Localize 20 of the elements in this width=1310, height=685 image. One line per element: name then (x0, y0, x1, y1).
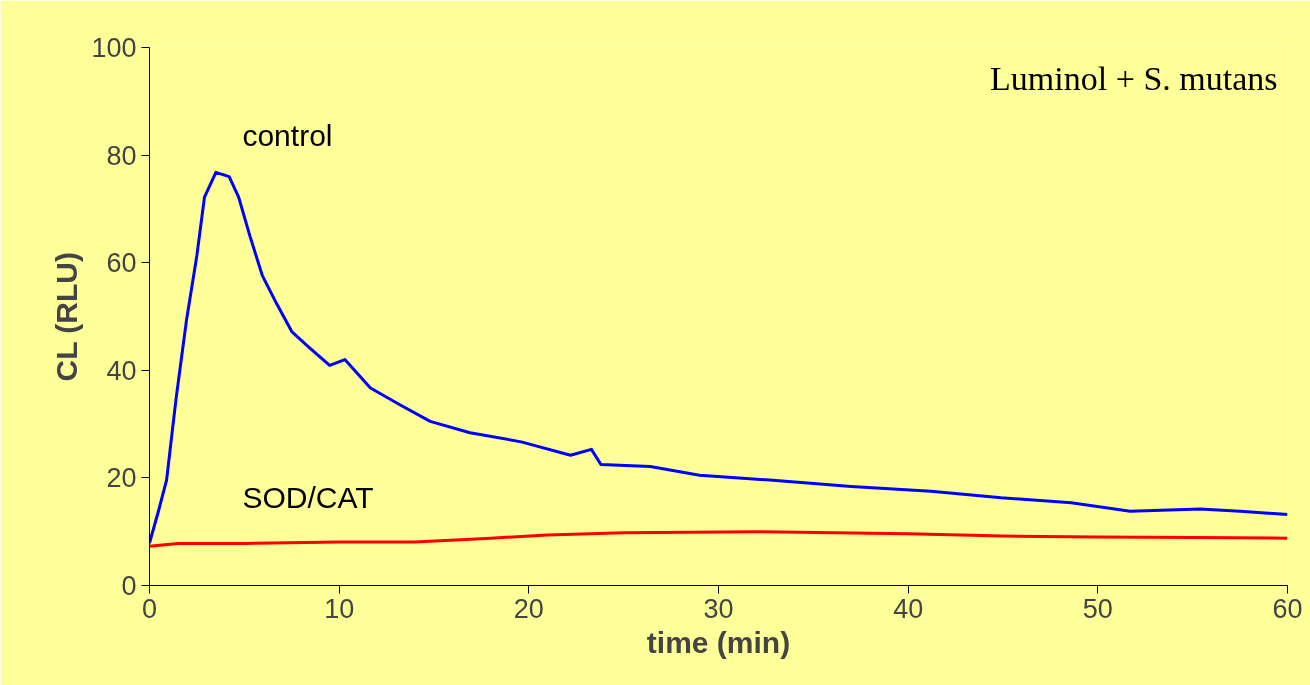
x-tick-label: 10 (324, 593, 355, 624)
y-tick-label: 100 (91, 33, 137, 63)
x-tick-label: 50 (1082, 593, 1113, 624)
y-tick-label: 20 (106, 463, 137, 494)
line-series (149, 170, 1288, 545)
x-axis-title: time (min) (646, 625, 791, 659)
x-tick-label: 60 (1272, 593, 1303, 624)
y-tick-label: 60 (106, 248, 137, 279)
x-tick-label: 20 (513, 593, 544, 624)
x-tick-label: 40 (893, 593, 924, 624)
line-series (149, 530, 1288, 548)
y-axis-title: CL (RLU) (50, 252, 84, 382)
series-label: SOD/CAT (242, 480, 374, 514)
x-tick-label: 30 (703, 593, 734, 624)
chart-title: Luminol + S. mutans (990, 59, 1278, 97)
y-tick-label: 0 (121, 571, 137, 601)
y-tick-label: 80 (106, 140, 137, 171)
x-tick-label: 0 (141, 593, 158, 624)
y-tick-label: 40 (106, 355, 137, 386)
series-label: control (242, 119, 333, 153)
